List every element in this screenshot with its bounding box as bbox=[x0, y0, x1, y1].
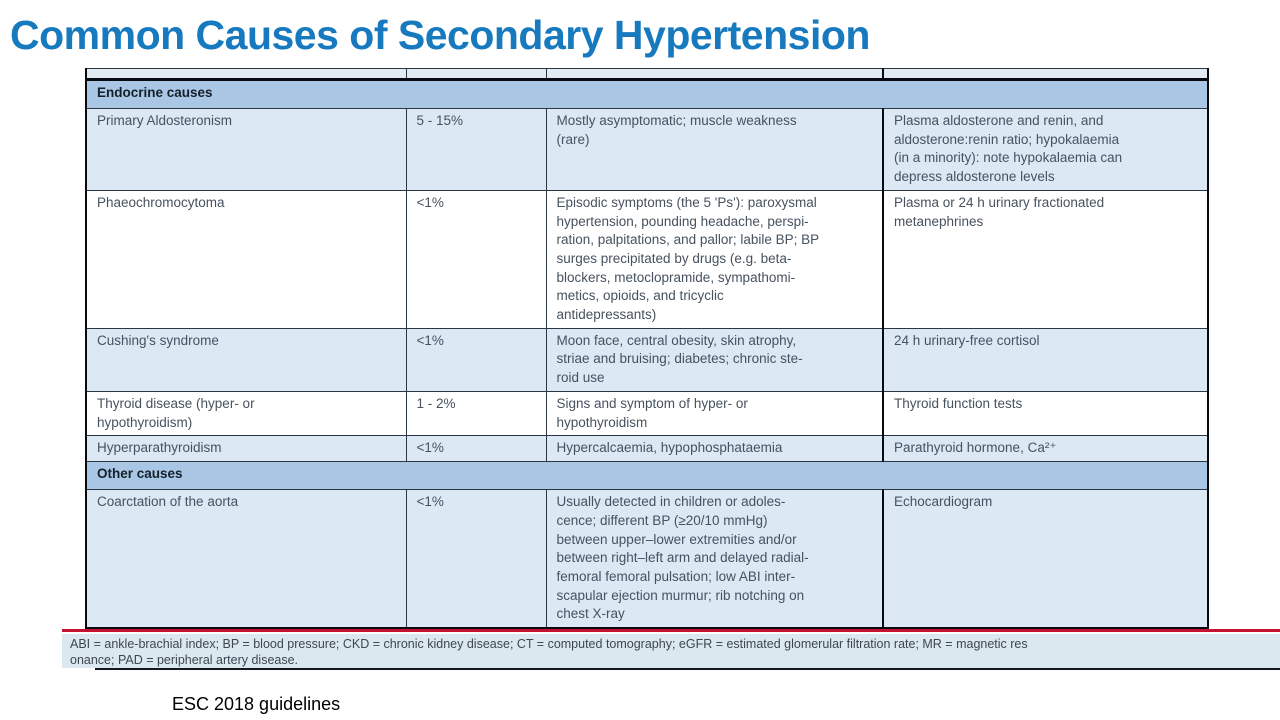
cell-symptoms: Hypercalcaemia, hypophosphataemia bbox=[545, 435, 884, 463]
page-title: Common Causes of Secondary Hypertension bbox=[10, 12, 870, 58]
cell-screening: Parathyroid hormone, Ca²⁺ bbox=[882, 435, 1209, 463]
cell-prevalence: <1% bbox=[405, 327, 547, 392]
section-header-other: Other causes bbox=[85, 461, 1209, 491]
cropped-cell bbox=[882, 68, 1209, 80]
section-header-label: Other causes bbox=[85, 461, 1209, 491]
cropped-cell bbox=[85, 68, 407, 80]
cell-symptoms: Moon face, central obesity, skin atrophy… bbox=[545, 327, 884, 392]
cell-cause: Primary Aldosteronism bbox=[85, 108, 407, 191]
cell-prevalence: <1% bbox=[405, 489, 547, 629]
cropped-cell bbox=[405, 68, 547, 80]
cell-screening: Thyroid function tests bbox=[882, 390, 1209, 437]
table-row: Hyperparathyroidism <1% Hypercalcaemia, … bbox=[85, 435, 1209, 463]
cell-symptoms: Usually detected in children or adoles- … bbox=[545, 489, 884, 629]
source-caption: ESC 2018 guidelines bbox=[172, 694, 341, 714]
table-row: Cushing's syndrome <1% Moon face, centra… bbox=[85, 327, 1209, 392]
table-row: Coarctation of the aorta <1% Usually det… bbox=[85, 489, 1209, 629]
bottom-divider-line bbox=[95, 668, 1280, 670]
table-row: Phaeochromocytoma <1% Episodic symptoms … bbox=[85, 189, 1209, 329]
cell-prevalence: 1 - 2% bbox=[405, 390, 547, 437]
section-header-label: Endocrine causes bbox=[85, 78, 1209, 109]
cell-screening: Plasma or 24 h urinary fractionated meta… bbox=[882, 189, 1209, 329]
cell-symptoms: Mostly asymptomatic; muscle weakness (ra… bbox=[545, 108, 884, 191]
guideline-table: Endocrine causes Primary Aldosteronism 5… bbox=[85, 68, 1209, 630]
cell-symptoms: Signs and symptom of hyper- or hypothyro… bbox=[545, 390, 884, 437]
section-header-endocrine: Endocrine causes bbox=[85, 78, 1209, 109]
table-row-cropped-top bbox=[85, 68, 1209, 80]
cell-cause: Cushing's syndrome bbox=[85, 327, 407, 392]
cell-prevalence: <1% bbox=[405, 435, 547, 463]
cell-cause: Phaeochromocytoma bbox=[85, 189, 407, 329]
cell-cause: Thyroid disease (hyper- or hypothyroidis… bbox=[85, 390, 407, 437]
cell-symptoms: Episodic symptoms (the 5 'Ps'): paroxysm… bbox=[545, 189, 884, 329]
cell-screening: Echocardiogram bbox=[882, 489, 1209, 629]
cell-prevalence: 5 - 15% bbox=[405, 108, 547, 191]
cell-cause: Coarctation of the aorta bbox=[85, 489, 407, 629]
red-divider-line bbox=[62, 629, 1280, 632]
table-row: Thyroid disease (hyper- or hypothyroidis… bbox=[85, 390, 1209, 437]
cell-prevalence: <1% bbox=[405, 189, 547, 329]
cell-screening: Plasma aldosterone and renin, and aldost… bbox=[882, 108, 1209, 191]
cell-cause: Hyperparathyroidism bbox=[85, 435, 407, 463]
table-row: Primary Aldosteronism 5 - 15% Mostly asy… bbox=[85, 108, 1209, 191]
cropped-cell bbox=[545, 68, 884, 80]
cell-screening: 24 h urinary-free cortisol bbox=[882, 327, 1209, 392]
table-footnote: ABI = ankle-brachial index; BP = blood p… bbox=[62, 634, 1280, 668]
